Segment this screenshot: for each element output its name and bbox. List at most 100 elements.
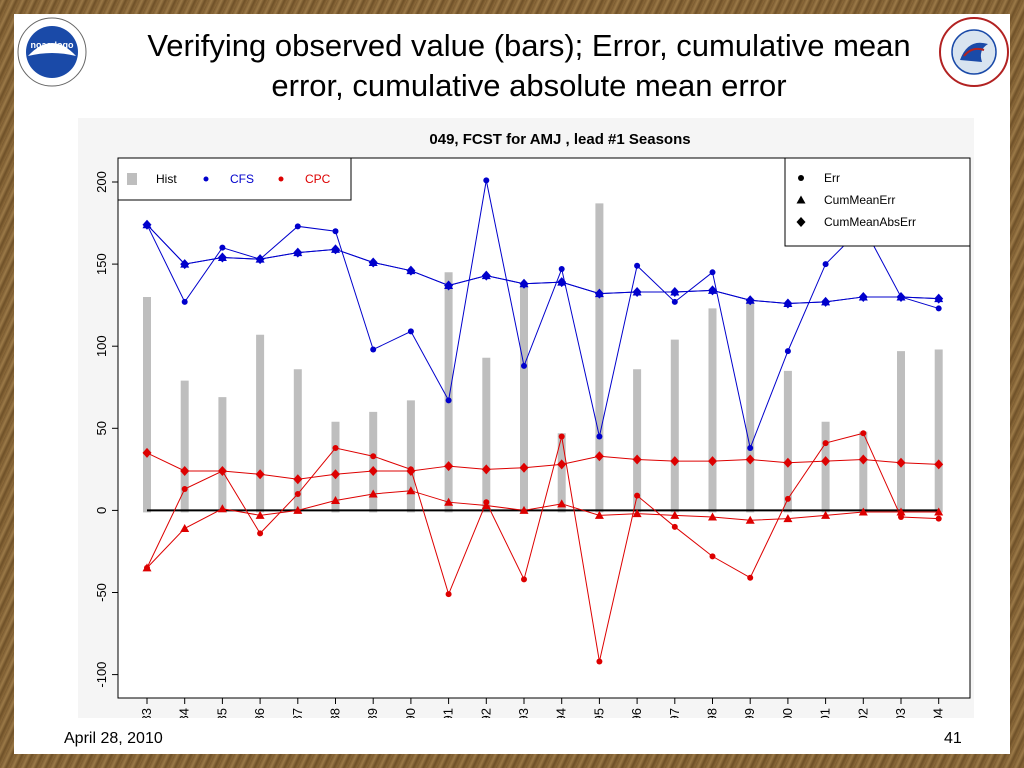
- legend-cummeanerr-label: CumMeanErr: [824, 193, 895, 207]
- cfs-err-point: [634, 262, 641, 269]
- x-tick-label: 1985: [214, 708, 229, 718]
- cpc-err-line: [146, 432, 939, 662]
- cpc-cummeanabserr-point: [142, 447, 152, 458]
- cfs-err-point: [671, 298, 678, 305]
- cpc-cummeanerr-point: [406, 486, 416, 495]
- cpc-err-point: [935, 515, 942, 522]
- cpc-cummeanerr-point: [557, 499, 567, 508]
- cpc-cummeanerr-point: [519, 505, 529, 514]
- cfs-cummeanabserr-point: [255, 254, 265, 265]
- cfs-cummeanabserr-point: [783, 298, 793, 309]
- cpc-cummeanerr-point: [444, 497, 454, 506]
- cfs-cummeanabserr-point: [217, 252, 227, 263]
- x-tick-label: 1984: [177, 708, 192, 718]
- legend-cfs-swatch: [203, 176, 209, 182]
- plot-area: -100 -50 0 50 100 150 200 1983 1984 1985 1986 1987 1…: [94, 157, 971, 718]
- cfs-cummeanabserr-point: [934, 293, 944, 304]
- x-tick-label: 1990: [403, 708, 418, 718]
- noaa-logo-text: noaa-logo: [31, 40, 74, 50]
- cfs-cummeanabserr-point: [858, 291, 868, 302]
- x-tick-label: 1988: [328, 708, 343, 718]
- cfs-cummeanabserr-point: [632, 287, 642, 298]
- x-tick-label: 2002: [855, 708, 870, 718]
- cfs-cummeanabserr-point: [896, 291, 906, 302]
- cpc-cummeanerr-point: [632, 509, 642, 518]
- x-tick-label: 1996: [629, 708, 644, 718]
- cfs-err-point: [747, 445, 754, 452]
- cfs-err-point: [558, 266, 565, 273]
- cpc-cummeanerr-point: [783, 514, 793, 523]
- cfs-err-line: [146, 180, 939, 450]
- legend-err-label: Err: [824, 171, 840, 185]
- cpc-cummeanabserr-point: [821, 456, 831, 467]
- cpc-cummeanerr-point: [217, 504, 227, 513]
- cfs-cummeanabserr-point: [444, 280, 454, 291]
- cfs-err-point: [181, 298, 188, 305]
- x-tick-label: 2004: [931, 708, 946, 718]
- cpc-err-point: [671, 523, 678, 530]
- nws-logo: [939, 17, 1009, 87]
- cfs-cummeanabserr-point: [368, 257, 378, 268]
- legend-cpc-label: CPC: [305, 172, 331, 186]
- cfs-err-point: [445, 397, 452, 404]
- cpc-cummeanerr-point: [858, 507, 868, 516]
- cfs-err-point: [596, 433, 603, 440]
- cpc-cummeanerr-point: [142, 563, 152, 572]
- cpc-cummeanabserr-point: [217, 465, 227, 476]
- cpc-cummeanerr-point: [745, 515, 755, 524]
- legend-cummeanabserr-symbol: [796, 217, 806, 227]
- cfs-cummeanabserr-line: [146, 224, 939, 305]
- x-tick-label: 1992: [478, 708, 493, 718]
- x-tick-label: 2003: [893, 708, 908, 718]
- x-tick-label: 1991: [441, 708, 456, 718]
- cfs-cummeanabserr-point: [821, 296, 831, 307]
- cpc-err-point: [822, 440, 829, 447]
- legend-cummeanerr-symbol: [796, 195, 806, 204]
- cfs-cummeanabserr-point: [331, 244, 340, 255]
- legend-right: Err CumMeanErr CumMeanAbsErr: [784, 157, 971, 247]
- y-tick-label: -50: [94, 583, 109, 602]
- cfs-cummeanabserr-point: [519, 278, 529, 289]
- cpc-cummeanabserr-point: [406, 465, 416, 476]
- cpc-cummeanabserr-point: [896, 457, 906, 468]
- cpc-cummeanerr-point: [594, 510, 604, 519]
- cpc-cummeanerr-point: [934, 507, 944, 516]
- legend-left: Hist CFS CPC: [117, 157, 352, 201]
- cpc-err-point: [370, 453, 377, 460]
- x-tick-label: 1993: [516, 708, 531, 718]
- cpc-err-point: [521, 576, 527, 583]
- cfs-cummeanabserr-point: [180, 259, 190, 270]
- cfs-err-point: [370, 346, 377, 353]
- cpc-cummeanabserr-line: [146, 452, 939, 480]
- cpc-err-point: [181, 486, 188, 493]
- cfs-cummeanabserr-point: [293, 247, 303, 258]
- cpc-err-point: [332, 445, 339, 452]
- cfs-err-point: [784, 348, 791, 355]
- cfs-err-point: [407, 328, 414, 335]
- cfs-err-point: [935, 305, 942, 312]
- cfs-err-point: [483, 177, 490, 184]
- cpc-err-point: [634, 492, 641, 499]
- cpc-cummeanabserr-point: [708, 456, 717, 467]
- cfs-cummeanabserr-point: [594, 288, 604, 299]
- cpc-cummeanabserr-point: [180, 465, 190, 476]
- legend-right-box: [784, 157, 971, 247]
- cpc-cummeanabserr-point: [858, 454, 868, 465]
- chart-title: 049, FCST for AMJ , lead #1 Seasons: [429, 131, 690, 148]
- cpc-err-point: [445, 591, 452, 598]
- slide-title: Verifying observed value (bars); Error, …: [104, 26, 954, 106]
- cfs-cummeanabserr-point: [670, 287, 680, 298]
- x-tick-label: 1983: [139, 708, 154, 718]
- y-tick-label: 150: [94, 253, 109, 275]
- cpc-cummeanabserr-point: [783, 457, 793, 468]
- x-tick-label: 1999: [742, 708, 757, 718]
- y-tick-label: -100: [94, 662, 109, 688]
- y-tick-label: 100: [94, 335, 109, 357]
- cpc-cummeanabserr-point: [519, 462, 529, 473]
- x-tick-label: 1997: [667, 708, 682, 718]
- cpc-cummeanerr-point: [331, 496, 340, 505]
- x-tick-label: 1989: [365, 708, 380, 718]
- cpc-err-point: [709, 553, 716, 560]
- cpc-cummeanerr-point: [481, 500, 491, 509]
- legend-left-box: [117, 157, 352, 201]
